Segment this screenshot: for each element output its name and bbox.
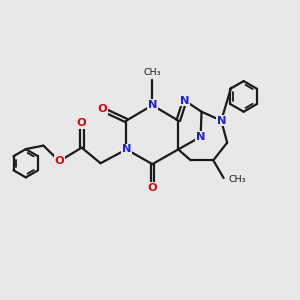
- Text: CH₃: CH₃: [144, 68, 161, 77]
- Text: CH₃: CH₃: [229, 175, 246, 184]
- Text: N: N: [217, 116, 226, 126]
- Text: O: O: [98, 104, 107, 114]
- Text: O: O: [148, 183, 157, 193]
- Text: N: N: [196, 132, 206, 142]
- Text: O: O: [77, 118, 87, 128]
- Text: N: N: [148, 100, 157, 110]
- Text: O: O: [54, 156, 64, 166]
- Text: N: N: [180, 95, 190, 106]
- Text: N: N: [122, 144, 131, 154]
